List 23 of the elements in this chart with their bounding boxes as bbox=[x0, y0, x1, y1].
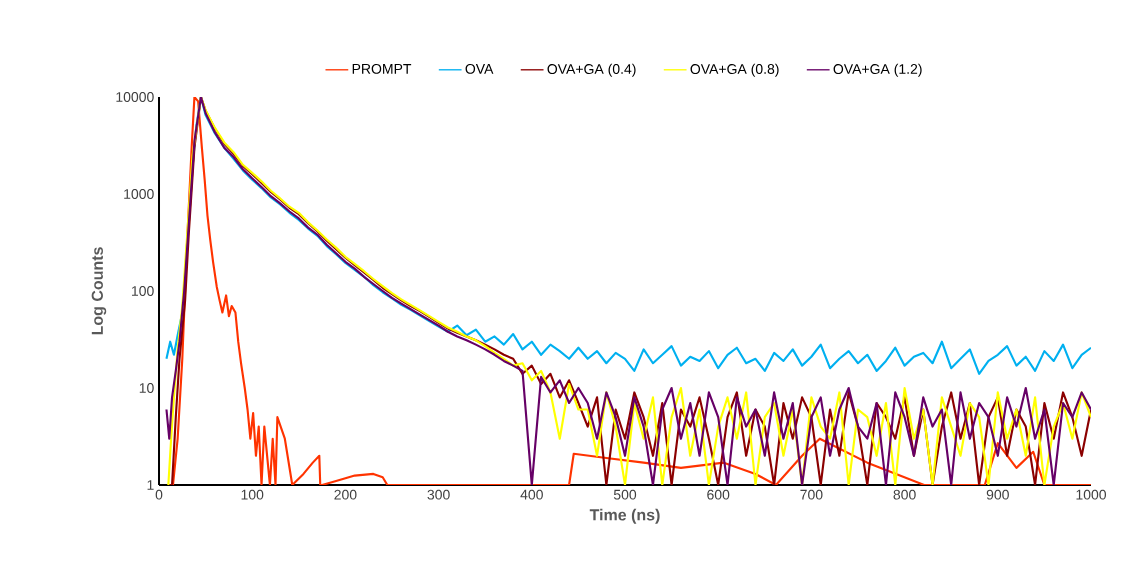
y-tick-label: 1 bbox=[147, 480, 154, 490]
x-tick-label: 0 bbox=[155, 489, 163, 500]
y-tick-label: 100 bbox=[132, 286, 154, 296]
y-tick-label: 10000 bbox=[116, 92, 154, 102]
y-axis-title: Log Counts bbox=[91, 247, 107, 335]
legend-label: OVA+GA (1.2) bbox=[833, 63, 922, 77]
x-tick-label: 600 bbox=[707, 489, 730, 500]
x-tick-label: 500 bbox=[613, 489, 637, 500]
x-tick-label: 300 bbox=[427, 489, 450, 500]
x-tick-label: 1000 bbox=[1076, 489, 1107, 500]
x-tick-label: 900 bbox=[986, 489, 1009, 500]
x-axis-title: Time (ns) bbox=[589, 508, 660, 524]
y-tick-label: 1000 bbox=[124, 189, 154, 199]
x-tick-label: 100 bbox=[241, 489, 264, 500]
legend-label: PROMPT bbox=[352, 63, 412, 74]
x-tick-label: 400 bbox=[520, 489, 543, 500]
legend-label: OVA+GA (0.8) bbox=[690, 63, 779, 77]
x-tick-label: 800 bbox=[893, 489, 916, 500]
x-tick-label: 700 bbox=[800, 489, 823, 500]
x-tick-label: 200 bbox=[334, 489, 357, 500]
legend-label: OVA bbox=[465, 63, 494, 74]
y-tick-label: 10 bbox=[139, 383, 154, 393]
legend-label: OVA+GA (0.4) bbox=[547, 63, 636, 77]
